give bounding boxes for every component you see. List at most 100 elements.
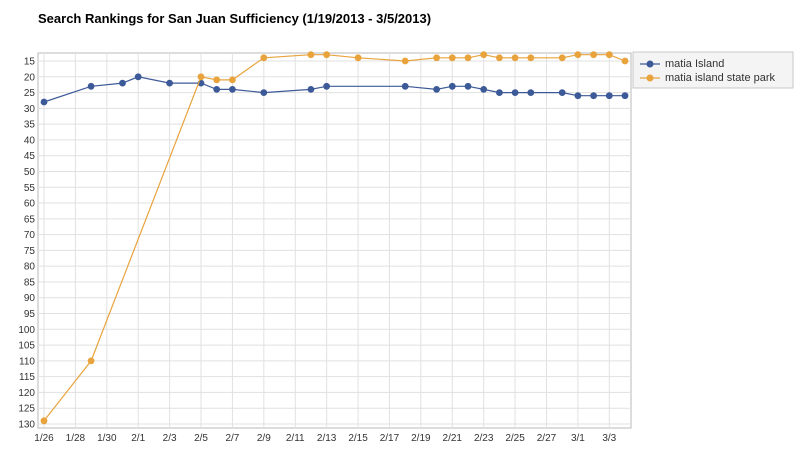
legend-marker-state-park [646, 74, 654, 82]
y-tick-label: 125 [18, 404, 35, 415]
y-tick-label: 100 [18, 325, 35, 336]
data-point-matia-island[interactable] [464, 82, 472, 90]
x-tick-label: 1/30 [97, 433, 117, 444]
y-tick-label: 75 [24, 246, 36, 257]
y-tick-label: 85 [24, 277, 36, 288]
data-point-matia-island-state-park[interactable] [87, 357, 95, 365]
y-tick-label: 90 [24, 293, 36, 304]
x-tick-label: 2/25 [505, 433, 525, 444]
data-point-matia-island[interactable] [621, 92, 629, 100]
x-tick-label: 2/11 [286, 433, 305, 444]
data-point-matia-island-state-park[interactable] [213, 76, 221, 84]
data-point-matia-island-state-park[interactable] [574, 51, 582, 59]
data-point-matia-island[interactable] [527, 89, 535, 96]
data-point-matia-island[interactable] [166, 79, 174, 87]
data-point-matia-island[interactable] [307, 86, 315, 93]
data-point-matia-island[interactable] [87, 82, 95, 90]
data-point-matia-island-state-park[interactable] [197, 73, 205, 81]
data-point-matia-island[interactable] [40, 98, 48, 106]
data-point-matia-island[interactable] [496, 89, 503, 96]
x-tick-label: 2/23 [474, 433, 494, 444]
y-tick-label: 60 [24, 199, 36, 210]
data-point-matia-island[interactable] [605, 92, 613, 100]
series-matia-island-state-park [40, 51, 629, 425]
data-point-matia-island[interactable] [448, 82, 456, 90]
legend-item-matia-island-state-park[interactable]: matia island state park [640, 72, 776, 84]
series-line-matia-island-state-park [43, 54, 626, 422]
data-point-matia-island[interactable] [134, 73, 142, 81]
y-tick-label: 80 [24, 262, 36, 273]
y-tick-label: 20 [24, 72, 36, 83]
data-point-matia-island-state-park[interactable] [621, 57, 629, 65]
x-tick-label: 3/3 [602, 433, 616, 444]
data-point-matia-island-state-park[interactable] [260, 54, 268, 62]
y-tick-label: 45 [24, 151, 36, 162]
x-tick-label: 2/19 [411, 433, 431, 444]
x-tick-label: 2/3 [163, 433, 177, 444]
data-point-matia-island[interactable] [558, 89, 566, 96]
data-point-matia-island-state-park[interactable] [605, 51, 613, 59]
data-point-matia-island-state-park[interactable] [464, 54, 472, 62]
data-point-matia-island-state-park[interactable] [401, 57, 409, 65]
y-tick-label: 15 [24, 57, 36, 68]
legend[interactable]: matia Island matia island state park [632, 51, 794, 89]
y-gridlines [38, 60, 631, 425]
x-tick-label: 2/15 [348, 433, 368, 444]
y-tick-label: 70 [24, 230, 36, 241]
x-gridlines [43, 53, 610, 428]
x-tick-label: 2/17 [380, 433, 400, 444]
data-point-matia-island-state-park[interactable] [496, 54, 503, 62]
y-axis-ticks: 15 20 25 30 35 40 45 50 55 60 65 70 75 80 85 90 95 100 105… [18, 57, 35, 431]
y-tick-label: 115 [19, 372, 35, 383]
y-tick-label: 25 [24, 88, 36, 99]
x-axis-ticks: 1/26 1/28 1/30 2/1 2/3 2/5 2/7 2/9 2/11 2/13 2/15 2… [34, 433, 616, 444]
data-point-matia-island[interactable] [213, 86, 221, 93]
data-point-matia-island-state-park[interactable] [590, 51, 597, 59]
series-matia-island [40, 73, 629, 106]
y-tick-label: 40 [24, 135, 36, 146]
data-point-matia-island-state-park[interactable] [354, 54, 362, 62]
x-tick-label: 2/9 [257, 433, 271, 444]
data-point-matia-island-state-park[interactable] [558, 54, 566, 62]
x-tick-label: 1/26 [34, 433, 54, 444]
x-tick-label: 2/27 [537, 433, 557, 444]
data-point-matia-island[interactable] [323, 82, 330, 90]
x-tick-label: 3/1 [571, 433, 585, 444]
y-tick-label: 120 [18, 388, 35, 399]
data-point-matia-island[interactable] [480, 86, 488, 93]
data-point-matia-island[interactable] [433, 86, 440, 93]
data-point-matia-island[interactable] [590, 92, 597, 100]
data-point-matia-island-state-park[interactable] [480, 51, 488, 59]
legend-item-matia-island[interactable]: matia Island [640, 58, 724, 70]
data-point-matia-island[interactable] [511, 89, 519, 96]
data-point-matia-island[interactable] [229, 86, 236, 93]
legend-label-state-park: matia island state park [665, 72, 776, 84]
data-point-matia-island-state-park[interactable] [40, 417, 48, 425]
data-point-matia-island-state-park[interactable] [229, 76, 236, 84]
data-point-matia-island[interactable] [119, 79, 126, 87]
data-point-matia-island-state-park[interactable] [511, 54, 519, 62]
x-tick-label: 2/5 [194, 433, 208, 444]
series-group [40, 51, 629, 425]
legend-label-matia-island: matia Island [665, 58, 724, 70]
data-point-matia-island-state-park[interactable] [527, 54, 535, 62]
y-tick-label: 30 [24, 104, 36, 115]
data-point-matia-island[interactable] [260, 89, 268, 96]
data-point-matia-island-state-park[interactable] [433, 54, 440, 62]
x-tick-label: 2/1 [131, 433, 145, 444]
legend-marker-matia-island [646, 60, 654, 68]
y-tick-label: 50 [24, 167, 36, 178]
y-tick-label: 65 [24, 214, 36, 225]
data-point-matia-island-state-park[interactable] [448, 54, 456, 62]
y-tick-label: 105 [18, 341, 35, 352]
data-point-matia-island[interactable] [401, 82, 409, 90]
y-tick-label: 110 [19, 356, 35, 367]
data-point-matia-island-state-park[interactable] [307, 51, 315, 59]
data-point-matia-island-state-park[interactable] [323, 51, 330, 59]
legend-box [632, 51, 794, 89]
data-point-matia-island[interactable] [574, 92, 582, 100]
x-tick-label: 2/13 [317, 433, 337, 444]
y-tick-label: 95 [24, 309, 36, 320]
y-tick-label: 35 [24, 120, 36, 131]
